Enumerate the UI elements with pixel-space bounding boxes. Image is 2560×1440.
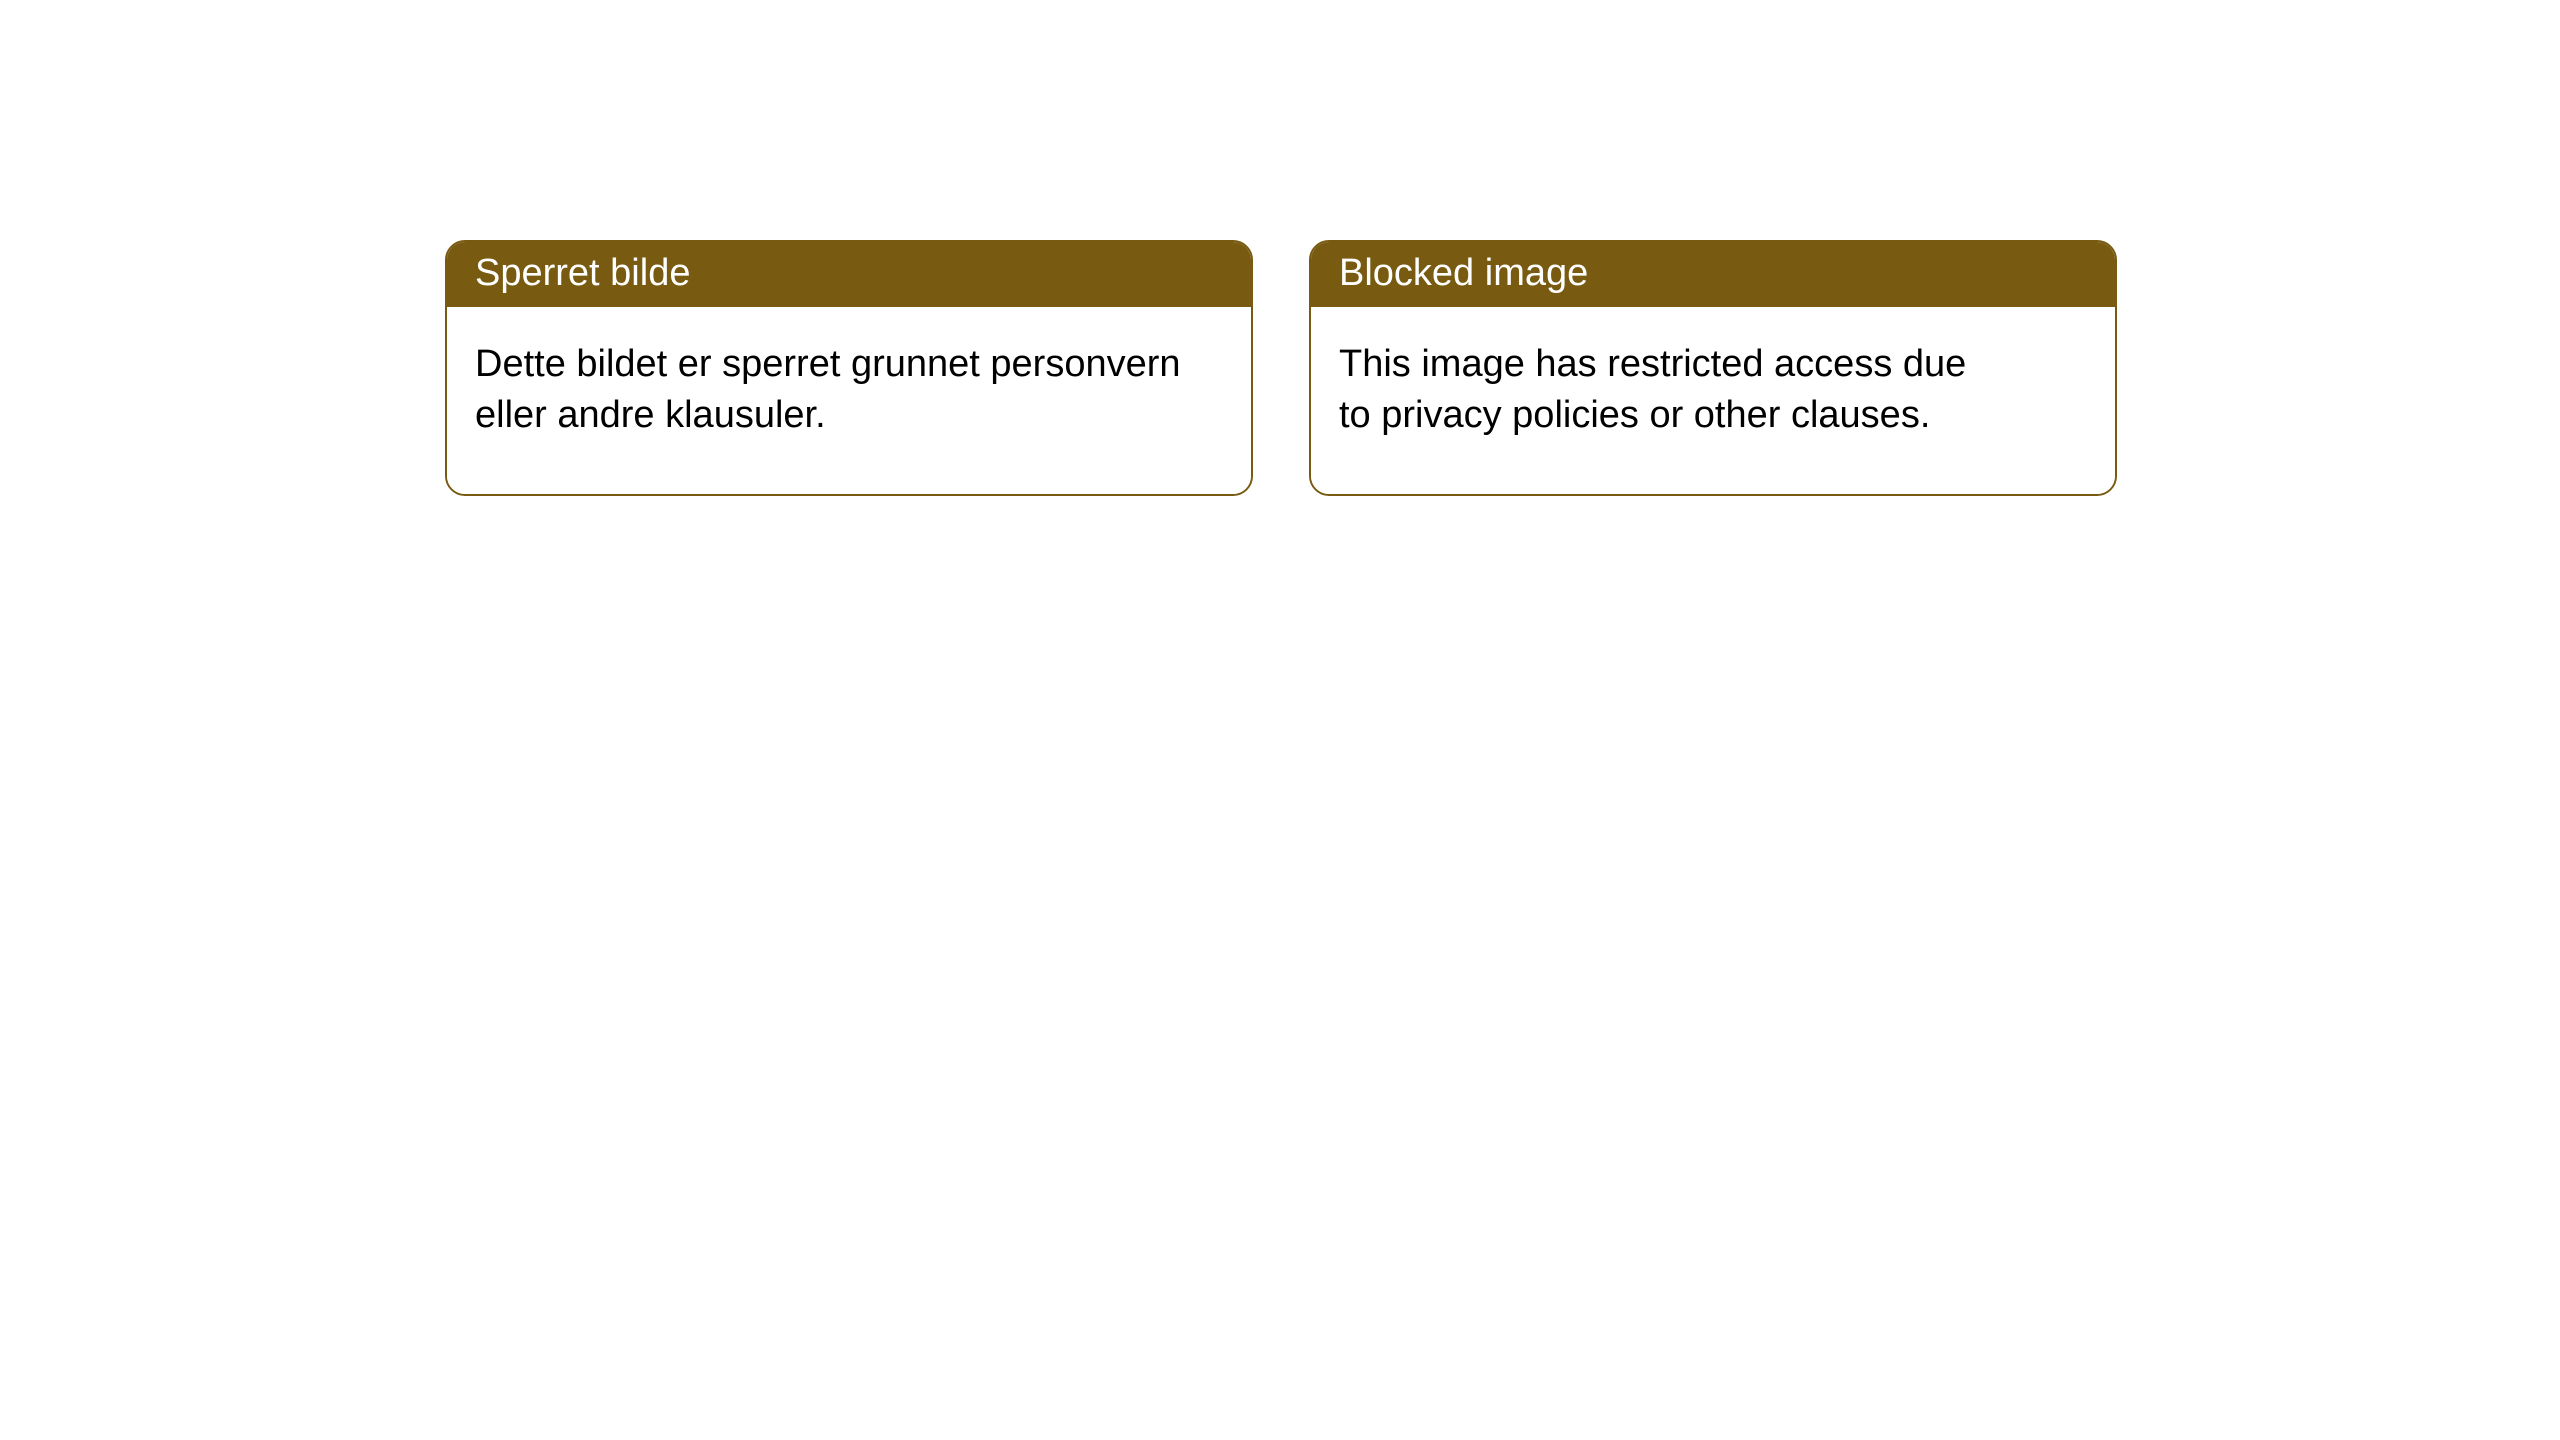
card-body: This image has restricted access due to … xyxy=(1311,307,2115,494)
card-body: Dette bildet er sperret grunnet personve… xyxy=(447,307,1251,494)
card-header: Sperret bilde xyxy=(447,242,1251,307)
card-body-text: This image has restricted access due to … xyxy=(1339,339,1979,442)
card-header: Blocked image xyxy=(1311,242,2115,307)
notice-cards-container: Sperret bilde Dette bildet er sperret gr… xyxy=(445,240,2560,496)
card-title: Blocked image xyxy=(1339,252,1588,294)
card-body-text: Dette bildet er sperret grunnet personve… xyxy=(475,339,1223,442)
notice-card-english: Blocked image This image has restricted … xyxy=(1309,240,2117,496)
notice-card-norwegian: Sperret bilde Dette bildet er sperret gr… xyxy=(445,240,1253,496)
card-title: Sperret bilde xyxy=(475,252,690,294)
